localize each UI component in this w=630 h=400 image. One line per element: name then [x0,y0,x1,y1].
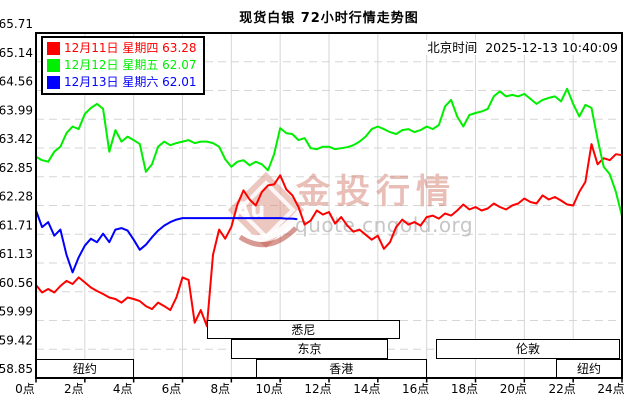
watermark-swoosh-red-icon [238,226,298,248]
x-axis-label: 6点 [162,382,182,396]
y-axis-label: 63.42 [0,132,33,146]
beijing-time-value: 2025-12-13 10:40:09 [483,40,620,55]
y-axis-label: 62.28 [0,190,33,204]
legend-swatch-green [47,59,60,72]
market-session-box: 纽约 [36,358,134,378]
watermark-logo-inner-diamond [236,180,296,240]
series-line-green [35,87,623,218]
legend-label: 12月13日 星期六 62.01 [64,75,197,89]
legend-swatch-red [47,42,60,55]
y-axis-label: 60.56 [0,276,33,290]
market-session-box: 伦敦 [436,339,620,359]
beijing-time: 北京时间 2025-12-13 10:40:09 [0,37,620,56]
x-axis-label: 8点 [211,382,231,396]
series-line-blue [35,209,298,274]
watermark-brand-text: 金投行情 [295,172,456,212]
y-axis-label: 65.14 [0,46,33,60]
y-axis-label: 61.13 [0,247,33,261]
legend-label: 12月12日 星期五 62.07 [64,58,197,72]
beijing-time-label: 北京时间 [425,40,480,55]
y-axis-label: 62.85 [0,161,33,175]
series-layer [35,87,623,328]
y-axis-label: 59.99 [0,305,33,319]
y-axis-label: 61.71 [0,218,33,232]
legend-swatch-blue [47,76,60,89]
x-axis-label: 0点 [15,382,35,396]
x-axis-label: 20点 [500,382,527,396]
x-axis-label: 18点 [451,382,478,396]
market-session-box: 悉尼 [206,320,400,340]
watermark-domain-text: quote.cngold.org [295,213,473,237]
market-session-box: 东京 [231,339,388,359]
y-axis-label: 64.56 [0,75,33,89]
page-title: 现货白银 72小时行情走势图 [239,11,419,26]
x-axis-label: 14点 [353,382,380,396]
legend-label: 12月11日 星期四 63.28 [64,41,197,55]
y-axis-label: 59.42 [0,333,33,347]
market-session-box: 香港 [255,358,427,378]
market-session-box: 纽约 [556,358,622,378]
x-axis-label: 4点 [113,382,133,396]
legend-item-friday: 12月12日 星期五 62.07 [47,57,197,74]
x-axis-label: 22点 [549,382,576,396]
x-axis-label: 16点 [402,382,429,396]
y-axis-label: 65.71 [0,17,33,31]
y-axis-label: 63.99 [0,103,33,117]
x-axis-label: 10点 [256,382,283,396]
axis-layer: 65.71 65.14 64.56 63.99 63.42 62.85 62.28 61.71… [0,17,625,396]
x-axis-label: 12点 [304,382,331,396]
watermark: Au 金投行情 quote.cngold.org [227,171,473,249]
y-axis-label: 58.85 [0,362,33,376]
legend-box: 12月11日 星期四 63.28 12月12日 星期五 62.07 12月13日… [41,36,205,95]
x-axis-label: 2点 [64,382,84,396]
legend-item-thursday: 12月11日 星期四 63.28 [47,40,197,57]
series-line-red [35,143,623,328]
x-axis-label: 24点 [597,382,624,396]
legend-item-saturday: 12月13日 星期六 62.01 [47,74,197,91]
